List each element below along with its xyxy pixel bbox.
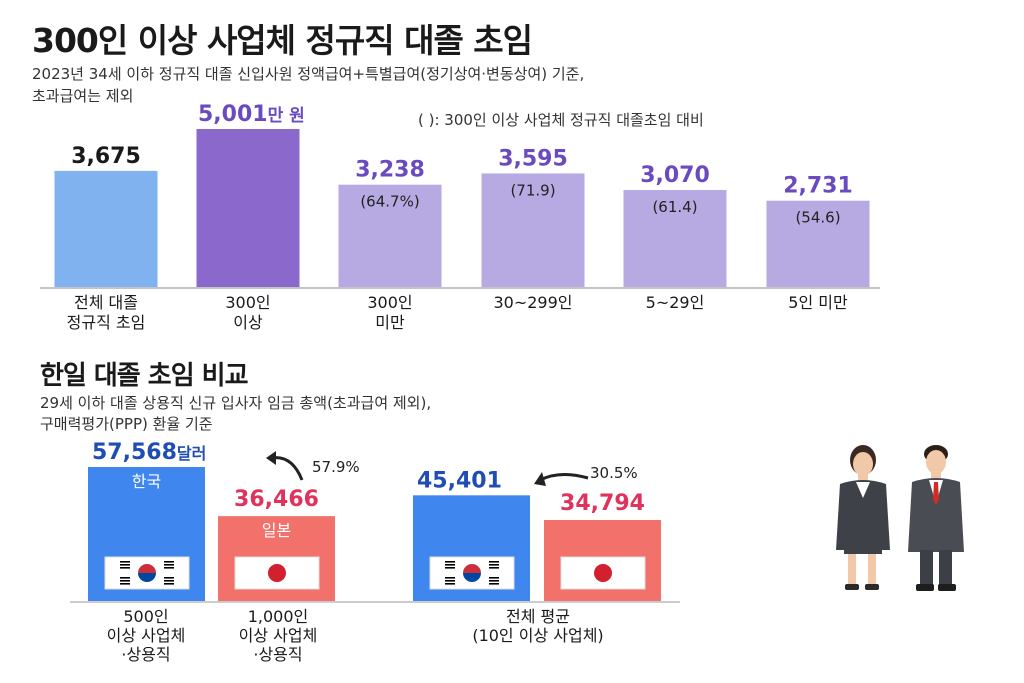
businessman-icon — [908, 445, 964, 591]
group-label-1-2: 이상 사업체 — [107, 626, 186, 645]
bar-value-label-5: 3,070 — [640, 163, 710, 188]
bar-value-label-3: 3,238 — [355, 158, 425, 183]
bar-value-label-4: 3,595 — [498, 146, 568, 171]
category-label-1-1: 전체 대졸 — [74, 293, 138, 312]
japan-label: 일본 — [262, 521, 291, 540]
bar-6 — [766, 200, 870, 287]
value-japan-1000: 36,466 — [234, 487, 319, 512]
section-2-title: 한일 대졸 초임 비교 — [40, 361, 249, 391]
gap-label-2: 30.5% — [590, 464, 638, 482]
bar-3 — [338, 184, 442, 287]
category-label-6-1: 5인 미만 — [788, 293, 848, 312]
bar-2 — [196, 129, 300, 287]
gap-arrow-1 — [271, 456, 304, 481]
bar-4 — [481, 173, 585, 287]
bar-value-label-6: 2,731 — [783, 174, 853, 199]
subtitle-line-1: 2023년 34세 이하 정규직 대졸 신입사원 정액급여+특별급여(정기상여·… — [32, 65, 585, 83]
gap-arrowhead-1 — [266, 451, 276, 465]
category-label-4-1: 30~299인 — [493, 293, 572, 312]
page-title: 300인 이상 사업체 정규직 대졸 초임 — [32, 21, 533, 60]
group-label-3-2: (10인 이상 사업체) — [472, 626, 603, 645]
category-label-3-1: 300인 — [367, 293, 412, 312]
korea-flag-icon — [104, 556, 190, 590]
subtitle-line-2: 초과급여는 제외 — [32, 87, 134, 105]
bar-1 — [54, 170, 158, 287]
japan-flag-icon-2 — [560, 556, 646, 590]
category-label-5-1: 5~29인 — [646, 293, 705, 312]
bar-5 — [623, 190, 727, 287]
category-label-1-2: 정규직 초임 — [67, 313, 146, 332]
value-japan-average: 34,794 — [560, 491, 645, 516]
value-korea-average: 45,401 — [417, 468, 502, 493]
value-korea-500: 57,568달러 — [92, 440, 206, 465]
group-label-1-1: 500인 — [123, 607, 168, 626]
gap-label-1: 57.9% — [312, 458, 360, 476]
office-workers-illustration — [836, 445, 964, 591]
category-label-2-1: 300인 — [225, 293, 270, 312]
bar-value-label-2: 5,001만 원 — [198, 102, 305, 127]
group-label-2-3: ·상용직 — [253, 645, 302, 664]
section-2-subtitle-line-1: 29세 이하 대졸 상용직 신규 입사자 임금 총액(초과급여 제외), — [40, 394, 432, 412]
bar-ratio-label-3: (64.7%) — [360, 193, 419, 211]
bar-ratio-label-4: (71.9) — [510, 181, 555, 199]
group-label-1-3: ·상용직 — [121, 645, 170, 664]
group-label-3-1: 전체 평균 — [506, 607, 570, 626]
section-2-subtitle-line-2: 구매력평가(PPP) 환율 기준 — [40, 415, 213, 433]
category-label-2-2: 이상 — [233, 313, 263, 332]
ratio-legend-note: ( ): 300인 이상 사업체 정규직 대졸초임 대비 — [418, 111, 704, 129]
bar-ratio-label-6: (54.6) — [795, 209, 840, 227]
group-label-2-1: 1,000인 — [248, 607, 309, 626]
japan-flag-icon — [234, 556, 320, 590]
businesswoman-icon — [836, 445, 890, 590]
gap-arrowhead-2 — [534, 472, 546, 486]
bar-ratio-label-5: (61.4) — [652, 198, 697, 216]
bar-value-label-1: 3,675 — [71, 144, 141, 169]
group-label-2-2: 이상 사업체 — [239, 626, 318, 645]
korea-label: 한국 — [132, 472, 161, 491]
korea-flag-icon-2 — [429, 556, 515, 590]
category-label-3-2: 미만 — [375, 313, 405, 332]
gap-arrow-2 — [539, 473, 589, 482]
